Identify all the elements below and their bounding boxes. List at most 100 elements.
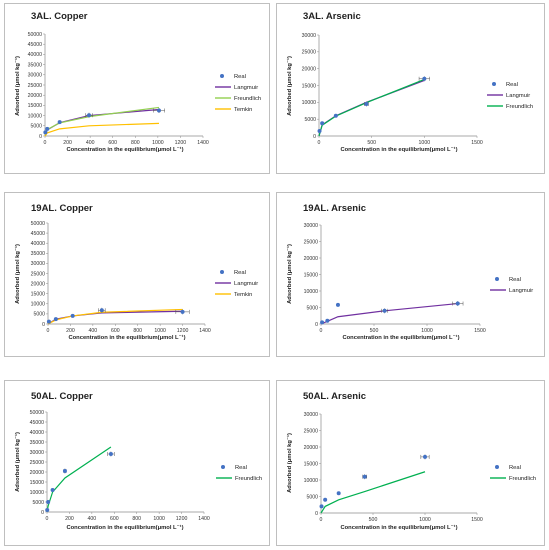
legend-label: Temkin <box>234 107 252 113</box>
data-point <box>362 474 367 479</box>
x-tick-label: 200 <box>65 516 74 522</box>
y-tick-label: 45000 <box>31 231 46 237</box>
y-tick-label: 15000 <box>304 461 319 467</box>
data-point <box>180 309 185 314</box>
x-axis-label: Concentration in the equilibrium(μmol L⁻… <box>342 334 459 341</box>
y-tick-label: 0 <box>42 322 45 328</box>
x-tick-label: 0 <box>47 328 50 334</box>
legend-label: Langmuir <box>234 281 258 287</box>
legend-marker <box>495 465 499 469</box>
x-tick-label: 1200 <box>176 516 188 522</box>
y-tick-label: 10000 <box>302 100 317 106</box>
y-tick-label: 35000 <box>31 251 46 257</box>
data-point <box>43 130 48 135</box>
data-point <box>319 504 324 509</box>
data-point <box>45 508 50 512</box>
legend-label: Langmuir <box>506 93 530 99</box>
x-tick-label: 0 <box>318 140 321 146</box>
chart-panel-3al-copper: 3AL. Copper 0 5000 10000 15000 20000 25000 300… <box>4 3 270 174</box>
x-axis-label: Concentration in the equilibrium(μmol L⁻… <box>68 334 185 341</box>
chart-panel-50al-copper: 50AL. Copper 0 5000 10000 15000 20000 25000 30… <box>4 380 270 546</box>
data-point <box>99 308 104 313</box>
y-axis-label: Adsorbed (μmol kg⁻¹) <box>14 432 21 492</box>
series-line-temkin <box>44 122 160 137</box>
legend-label: Real <box>234 270 246 276</box>
x-tick-label: 1400 <box>198 516 210 522</box>
x-tick-label: 200 <box>63 140 72 146</box>
y-tick-label: 50000 <box>31 221 46 227</box>
data-point <box>382 308 387 313</box>
x-tick-label: 1400 <box>199 328 211 334</box>
series-line-langmuir <box>47 310 183 325</box>
x-tick-label: 500 <box>367 140 376 146</box>
legend-marker <box>221 465 225 469</box>
chart-panel-19al-arsenic: 19AL. Arsenic 0 5000 10000 15000 20000 25000 3… <box>276 192 545 357</box>
data-point <box>50 488 55 492</box>
data-point <box>336 491 341 496</box>
series-line-langmuir <box>318 79 425 137</box>
y-axis-label: Adsorbed (μmol kg⁻¹) <box>286 433 293 493</box>
y-tick-label: 30000 <box>304 412 319 418</box>
y-tick-label: 35000 <box>28 62 43 68</box>
x-tick-label: 1500 <box>474 328 486 334</box>
y-tick-label: 15000 <box>304 272 319 278</box>
legend-label: Real <box>506 82 518 88</box>
y-tick-label: 20000 <box>304 445 319 451</box>
series-line-freundlich <box>46 446 112 513</box>
x-tick-label: 500 <box>370 328 379 334</box>
data-point <box>333 113 338 118</box>
y-tick-label: 20000 <box>30 470 45 476</box>
y-tick-label: 25000 <box>28 83 43 89</box>
data-point <box>325 318 330 323</box>
x-tick-label: 800 <box>133 328 142 334</box>
legend-label: Freundlich <box>235 476 262 482</box>
legend-marker <box>220 270 224 274</box>
legend-label: Freundlich <box>506 104 533 110</box>
y-tick-label: 25000 <box>31 271 46 277</box>
legend-label: Langmuir <box>234 85 258 91</box>
x-tick-label: 1000 <box>154 328 166 334</box>
chart-panel-50al-arsenic: 50AL. Arsenic 0 5000 10000 15000 20000 25000 3… <box>276 380 545 546</box>
y-tick-label: 25000 <box>304 239 319 245</box>
legend-label: Real <box>509 465 521 471</box>
x-tick-label: 1500 <box>471 517 483 523</box>
x-tick-label: 600 <box>108 140 117 146</box>
chart-title: 19AL. Copper <box>31 203 93 214</box>
y-tick-label: 15000 <box>302 83 317 89</box>
data-point <box>46 319 51 324</box>
x-tick-label: 0 <box>320 328 323 334</box>
data-point <box>70 313 75 318</box>
x-tick-label: 1500 <box>471 140 483 146</box>
x-tick-label: 600 <box>110 516 119 522</box>
x-tick-label: 1400 <box>197 140 209 146</box>
x-tick-label: 1000 <box>419 140 431 146</box>
data-point <box>45 126 50 131</box>
x-tick-label: 0 <box>44 140 47 146</box>
y-axis-label: Adsorbed (μmol kg⁻¹) <box>286 56 293 116</box>
x-axis-label: Concentration in the equilibrium(μmol L⁻… <box>340 146 457 153</box>
data-point <box>108 452 113 456</box>
y-tick-label: 0 <box>315 322 318 328</box>
x-tick-label: 500 <box>369 517 378 523</box>
y-tick-label: 45000 <box>28 42 43 48</box>
y-tick-label: 20000 <box>304 256 319 262</box>
x-tick-label: 0 <box>320 517 323 523</box>
series-line-freundlich <box>318 78 425 137</box>
y-tick-label: 25000 <box>304 428 319 434</box>
legend-label: Freundlich <box>234 96 261 102</box>
legend-label: Real <box>235 465 247 471</box>
x-tick-label: 1200 <box>175 140 187 146</box>
data-point <box>53 317 58 322</box>
y-tick-label: 25000 <box>30 460 45 466</box>
data-point <box>87 113 92 118</box>
y-tick-label: 15000 <box>28 103 43 109</box>
y-tick-label: 30000 <box>30 450 45 456</box>
data-point <box>323 497 328 502</box>
x-axis-label: Concentration in the equilibrium(μmol L⁻… <box>340 524 457 531</box>
y-tick-label: 0 <box>313 134 316 140</box>
legend-label: Temkin <box>234 292 252 298</box>
y-tick-label: 10000 <box>28 113 43 119</box>
y-tick-label: 35000 <box>30 440 45 446</box>
x-tick-label: 800 <box>131 140 140 146</box>
y-axis-label: Adsorbed (μmol kg⁻¹) <box>14 244 21 304</box>
